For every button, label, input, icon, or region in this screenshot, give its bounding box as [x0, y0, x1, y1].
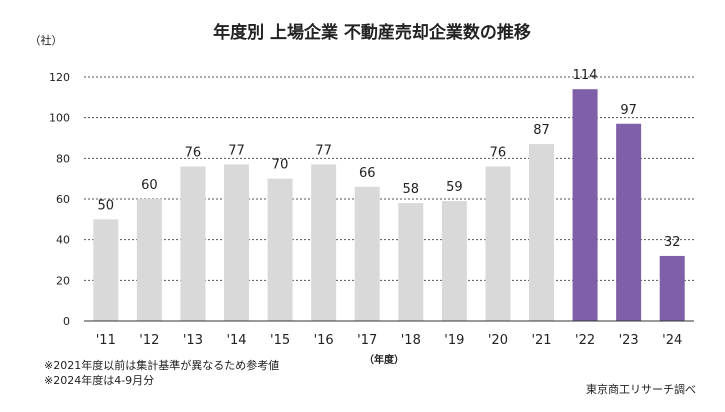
x-tick-label: '20	[488, 333, 508, 348]
gridlines	[84, 76, 694, 281]
y-tick-label: 0	[63, 315, 70, 328]
bar	[224, 164, 249, 321]
source-credit: 東京商工リサーチ調べ	[586, 382, 696, 396]
data-label: 76	[185, 145, 202, 160]
x-tick-label: '21	[531, 333, 551, 348]
data-label: 50	[98, 198, 115, 213]
y-tick-label: 120	[49, 71, 70, 84]
note-2: ※2024年度は4-9月分	[44, 373, 154, 387]
y-tick-label: 20	[56, 274, 70, 287]
bar	[311, 164, 337, 321]
note-1: ※2021年度以前は集計基準が異なるため参考値	[44, 358, 279, 372]
x-tick-label: '14	[226, 333, 246, 348]
x-tick-label: '19	[444, 333, 464, 348]
bars	[93, 89, 685, 322]
y-tick-label: 100	[49, 112, 70, 125]
data-label: 32	[664, 235, 681, 250]
bar	[267, 178, 293, 321]
data-label: 76	[490, 145, 507, 160]
x-tick-label: '12	[139, 333, 159, 348]
bar	[136, 199, 162, 321]
bar	[659, 255, 685, 321]
data-label: 77	[228, 143, 245, 158]
y-tick-label: 80	[56, 152, 70, 165]
data-label: 60	[141, 178, 158, 193]
data-label: 58	[403, 182, 420, 197]
y-tick-label: 60	[56, 193, 70, 206]
x-tick-label: '24	[662, 333, 682, 348]
bar	[616, 123, 642, 322]
bar	[441, 201, 467, 321]
data-label: 87	[533, 123, 550, 138]
x-tick-label: '11	[96, 333, 116, 348]
bar	[398, 203, 424, 321]
data-label: 66	[359, 166, 376, 181]
x-tick-label: '15	[270, 333, 290, 348]
x-tick-label: '18	[401, 333, 421, 348]
data-label: 97	[620, 103, 637, 118]
data-label: 114	[573, 68, 598, 83]
data-label: 59	[446, 180, 463, 195]
bar	[180, 166, 206, 321]
data-label: 77	[315, 143, 332, 158]
bar	[572, 89, 598, 321]
x-tick-label: '16	[314, 333, 334, 348]
data-labels: 50 60 76 77 70 77 66 58 59 76 87 114 97 32	[98, 68, 681, 250]
y-tick-labels: 0 20 40 60 80 100 120	[49, 71, 70, 328]
bar	[529, 144, 554, 321]
chart-title: 年度別 上場企業 不動産売却企業数の推移	[213, 22, 531, 43]
y-axis-label: （社）	[30, 33, 63, 47]
bar	[485, 166, 511, 321]
x-tick-label: '23	[619, 333, 639, 348]
x-tick-label: '17	[357, 333, 377, 348]
x-tick-labels: '11 '12 '13 '14 '15 '16 '17 '18 '19 '20 '21 '22 '23 '…	[96, 333, 683, 348]
x-tick-label: '22	[575, 333, 595, 348]
bar	[93, 219, 119, 321]
x-tick-label: '13	[183, 333, 203, 348]
y-tick-label: 40	[56, 234, 70, 247]
bar	[354, 186, 380, 321]
x-axis-label: （年度）	[364, 353, 404, 366]
data-label: 70	[272, 158, 289, 173]
